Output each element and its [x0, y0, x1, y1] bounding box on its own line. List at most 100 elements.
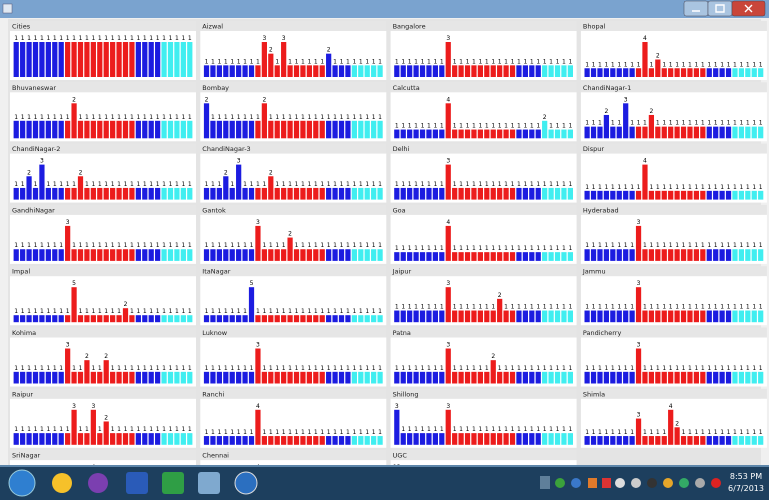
bar — [465, 188, 470, 200]
bar — [591, 436, 596, 445]
bar — [700, 191, 705, 200]
bar — [104, 42, 109, 77]
value-label: 1 — [359, 308, 363, 315]
taskbar-app[interactable] — [88, 473, 108, 493]
value-label: 1 — [136, 181, 140, 188]
value-label: 1 — [530, 245, 534, 252]
bar — [14, 315, 19, 322]
value-label: 1 — [408, 123, 412, 130]
bar — [610, 191, 615, 200]
value-label: 1 — [707, 304, 711, 311]
panel-header — [10, 328, 196, 338]
value-label: 1 — [536, 426, 540, 433]
taskbar-app[interactable] — [235, 472, 257, 494]
bar — [420, 188, 425, 200]
bar — [732, 311, 737, 323]
bar — [497, 130, 502, 139]
bar — [352, 372, 357, 384]
bar — [129, 188, 134, 200]
value-label: 1 — [288, 365, 292, 372]
bar — [516, 130, 521, 139]
value-label: 1 — [149, 35, 153, 42]
panel-title: Pandicherry — [583, 329, 622, 337]
value-label: 1 — [162, 308, 166, 315]
value-label: 1 — [739, 429, 743, 436]
bar — [617, 68, 622, 77]
bar — [377, 65, 382, 77]
bar — [313, 436, 318, 445]
bar — [510, 311, 515, 323]
taskbar-app[interactable] — [126, 472, 148, 494]
value-label: 1 — [149, 365, 153, 372]
value-label: 1 — [243, 181, 247, 188]
taskbar-app[interactable] — [198, 472, 220, 494]
value-label: 1 — [459, 245, 463, 252]
panel-header — [10, 266, 196, 276]
maximize-button[interactable] — [708, 1, 732, 16]
taskbar-app[interactable] — [162, 472, 184, 494]
bar — [694, 68, 699, 77]
bar — [617, 311, 622, 323]
value-label: 1 — [21, 181, 25, 188]
bar — [281, 315, 286, 322]
value-label: 1 — [269, 308, 273, 315]
bar — [358, 315, 363, 322]
value-label: 1 — [156, 426, 160, 433]
value-label: 1 — [205, 181, 209, 188]
bar — [174, 121, 179, 139]
value-label: 1 — [466, 58, 470, 65]
bar — [655, 60, 660, 78]
value-label: 1 — [156, 181, 160, 188]
value-label: 1 — [752, 429, 756, 436]
bar — [497, 188, 502, 200]
minimize-button[interactable] — [684, 1, 708, 16]
value-label: 1 — [707, 242, 711, 249]
value-label: 1 — [301, 242, 305, 249]
bar — [332, 372, 337, 384]
bar — [758, 311, 763, 323]
value-label: 1 — [611, 184, 615, 191]
value-label: 1 — [517, 426, 521, 433]
value-label: 1 — [562, 304, 566, 311]
value-label: 1 — [511, 58, 515, 65]
bar — [377, 121, 382, 139]
value-label: 1 — [433, 123, 437, 130]
bar — [707, 68, 712, 77]
value-label: 1 — [739, 304, 743, 311]
value-label: 1 — [217, 308, 221, 315]
bar — [732, 191, 737, 200]
value-label: 1 — [27, 114, 31, 121]
value-label: 1 — [156, 242, 160, 249]
value-label: 1 — [211, 58, 215, 65]
bar — [694, 436, 699, 445]
bar — [471, 372, 476, 384]
value-label: 1 — [759, 304, 763, 311]
taskbar-app[interactable] — [52, 473, 72, 493]
value-label: 1 — [414, 58, 418, 65]
bar — [478, 130, 483, 139]
bar — [142, 42, 147, 77]
bar — [617, 127, 622, 139]
value-label: 1 — [230, 181, 234, 188]
value-label: 4 — [643, 35, 647, 42]
bar — [71, 42, 76, 77]
bar — [236, 372, 241, 384]
bar — [33, 249, 38, 261]
value-label: 1 — [714, 184, 718, 191]
bar — [249, 249, 254, 261]
bar — [187, 315, 192, 322]
bar — [439, 188, 444, 200]
bar — [294, 65, 299, 77]
value-label: 1 — [111, 365, 115, 372]
bar — [59, 42, 64, 77]
start-button[interactable] — [9, 470, 35, 496]
bar — [401, 130, 406, 139]
value-label: 1 — [156, 35, 160, 42]
value-label: 1 — [714, 242, 718, 249]
value-label: 1 — [111, 114, 115, 121]
bar — [655, 191, 660, 200]
panel-title: Jaipur — [392, 268, 412, 276]
bar — [713, 249, 718, 261]
value-label: 1 — [556, 365, 560, 372]
bar — [116, 433, 121, 445]
